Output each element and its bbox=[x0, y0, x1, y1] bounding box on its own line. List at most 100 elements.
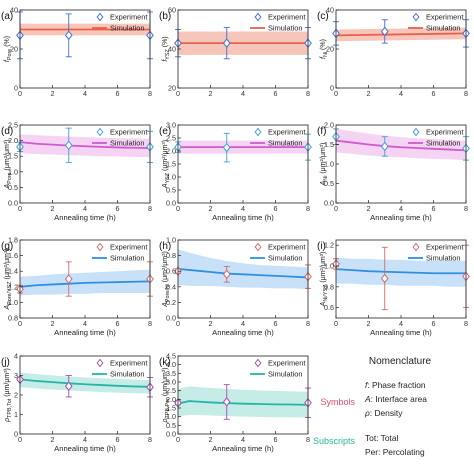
x-tick-label: 8 bbox=[148, 435, 152, 444]
y-tick-label: 0 bbox=[330, 84, 334, 93]
x-axis-label: Annealing time (h) bbox=[212, 213, 274, 222]
diamond-marker bbox=[380, 273, 389, 284]
y-axis-label: ANi/YSZ (μm²/μm³) bbox=[320, 252, 329, 308]
legend-experiment-label: Experiment bbox=[426, 13, 463, 22]
panel-label: (d) bbox=[1, 126, 13, 137]
legend-simulation-label: Simulation bbox=[268, 370, 303, 379]
nomenclature-title: Nomenclature bbox=[369, 356, 432, 367]
legend-experiment-marker bbox=[412, 127, 420, 137]
y-tick-label: 0.5 bbox=[8, 183, 18, 192]
panel-label: (j) bbox=[1, 357, 10, 368]
experiment-point bbox=[380, 136, 389, 157]
x-tick-label: 8 bbox=[148, 319, 152, 328]
legend-experiment-label: Experiment bbox=[268, 359, 305, 368]
panel-label: (k) bbox=[159, 357, 171, 368]
y-axis-label: ρTPB,Per (μm/μm³) bbox=[162, 367, 171, 423]
chart-panel: 0 2 4 6 8 0 20 40 fPore (%) (a) Experiment Simulati… bbox=[1, 6, 154, 98]
legend-simulation-label: Simulation bbox=[426, 24, 461, 33]
x-tick-label: 0 bbox=[334, 319, 338, 328]
experiment-point bbox=[222, 132, 231, 163]
legend-experiment-marker bbox=[96, 358, 104, 368]
x-tick-label: 4 bbox=[241, 435, 245, 444]
x-tick-label: 2 bbox=[367, 319, 371, 328]
x-tick-label: 0 bbox=[176, 319, 180, 328]
y-tick-label: 40 bbox=[326, 6, 334, 15]
y-tick-label: 2.0 bbox=[166, 147, 176, 156]
x-tick-label: 0 bbox=[18, 435, 22, 444]
y-axis-label: APore (μm²/μm³) bbox=[4, 139, 13, 189]
plot-frame bbox=[177, 124, 309, 204]
x-axis-label: Annealing time (h) bbox=[54, 444, 116, 453]
x-tick-label: 6 bbox=[274, 435, 278, 444]
x-axis-label: Annealing time (h) bbox=[212, 328, 274, 337]
legend-simulation-label: Simulation bbox=[110, 139, 145, 148]
y-axis-label: fYSZ (%) bbox=[162, 36, 171, 61]
y-tick-label: 1.6 bbox=[8, 251, 18, 260]
x-tick-label: 0 bbox=[176, 204, 180, 213]
simulation-line bbox=[335, 139, 467, 152]
diamond-marker bbox=[222, 397, 231, 407]
diamond-marker bbox=[222, 142, 231, 153]
y-tick-label: 1.0 bbox=[324, 262, 334, 271]
legend-simulation-label: Simulation bbox=[426, 254, 461, 263]
legend: Experiment Simulation bbox=[92, 243, 147, 263]
x-tick-label: 0 bbox=[176, 89, 180, 98]
panel-label: (b) bbox=[159, 11, 171, 22]
panel-label: (i) bbox=[317, 241, 326, 252]
x-tick-label: 2 bbox=[51, 319, 55, 328]
x-tick-label: 4 bbox=[83, 89, 87, 98]
y-tick-label: 0.8 bbox=[8, 314, 18, 323]
x-tick-label: 2 bbox=[209, 319, 213, 328]
x-tick-label: 6 bbox=[432, 319, 436, 328]
legend: Experiment Simulation bbox=[92, 359, 147, 379]
y-tick-label: 1.5 bbox=[166, 404, 176, 413]
y-tick-label: 1.0 bbox=[8, 298, 18, 307]
x-axis-label: Annealing time (h) bbox=[54, 213, 116, 222]
legend-experiment-label: Experiment bbox=[110, 243, 147, 252]
chart-panel: 0 2 4 6 8 0.0 0.5 1.0 1.5 2.0 2.5 Annealing time (h… bbox=[1, 121, 154, 222]
x-axis-label: Annealing time (h) bbox=[370, 213, 432, 222]
legend-experiment-label: Experiment bbox=[426, 128, 463, 137]
x-tick-label: 0 bbox=[18, 319, 22, 328]
panel-label: (h) bbox=[159, 241, 171, 252]
y-tick-label: 1.4 bbox=[8, 267, 18, 276]
legend-simulation-label: Simulation bbox=[268, 139, 303, 148]
y-tick-label: 1.0 bbox=[324, 160, 334, 169]
x-tick-label: 6 bbox=[432, 89, 436, 98]
y-tick-label: 0.5 bbox=[324, 179, 334, 188]
y-tick-label: 1.5 bbox=[166, 160, 176, 169]
legend-experiment-marker bbox=[412, 12, 420, 22]
legend: Experiment Simulation bbox=[92, 13, 147, 33]
legend-simulation-label: Simulation bbox=[268, 24, 303, 33]
chart-panel: 0 2 4 6 8 0.0 0.5 1.0 1.5 2.0 2.5 3.0 Annealing time… bbox=[159, 121, 312, 222]
x-tick-label: 0 bbox=[18, 89, 22, 98]
experiment-point bbox=[222, 27, 231, 60]
x-tick-label: 4 bbox=[399, 204, 403, 213]
simulation-line bbox=[19, 280, 151, 288]
x-tick-label: 8 bbox=[306, 204, 310, 213]
x-tick-label: 2 bbox=[367, 89, 371, 98]
x-tick-label: 0 bbox=[18, 204, 22, 213]
y-axis-label: APore/Ni (μm²/μm³) bbox=[162, 251, 171, 308]
legend: Experiment Simulation bbox=[250, 359, 305, 379]
legend-experiment-label: Experiment bbox=[110, 13, 147, 22]
y-tick-label: 4 bbox=[14, 352, 18, 361]
experiment-point bbox=[64, 127, 73, 163]
x-tick-label: 8 bbox=[148, 204, 152, 213]
y-tick-label: 3.5 bbox=[166, 369, 176, 378]
legend: Experiment Simulation bbox=[250, 128, 305, 148]
y-axis-label: ANi (μm²/μm³) bbox=[320, 143, 329, 187]
x-axis-label: Annealing time (h) bbox=[370, 328, 432, 337]
x-tick-label: 4 bbox=[399, 89, 403, 98]
simulation-line bbox=[335, 32, 467, 37]
y-axis-label: APore/YSZ (μm²/μm³) bbox=[4, 249, 13, 311]
y-tick-label: 1 bbox=[14, 410, 18, 419]
y-tick-label: 2.5 bbox=[166, 386, 176, 395]
y-tick-label: 0.4 bbox=[166, 282, 176, 291]
chart-panel: 0 2 4 6 8 0.6 0.8 1.0 1.2 Annealing time (h) ANi/Y… bbox=[317, 239, 470, 337]
x-tick-label: 2 bbox=[367, 204, 371, 213]
x-tick-label: 4 bbox=[399, 319, 403, 328]
diamond-marker bbox=[64, 30, 73, 41]
